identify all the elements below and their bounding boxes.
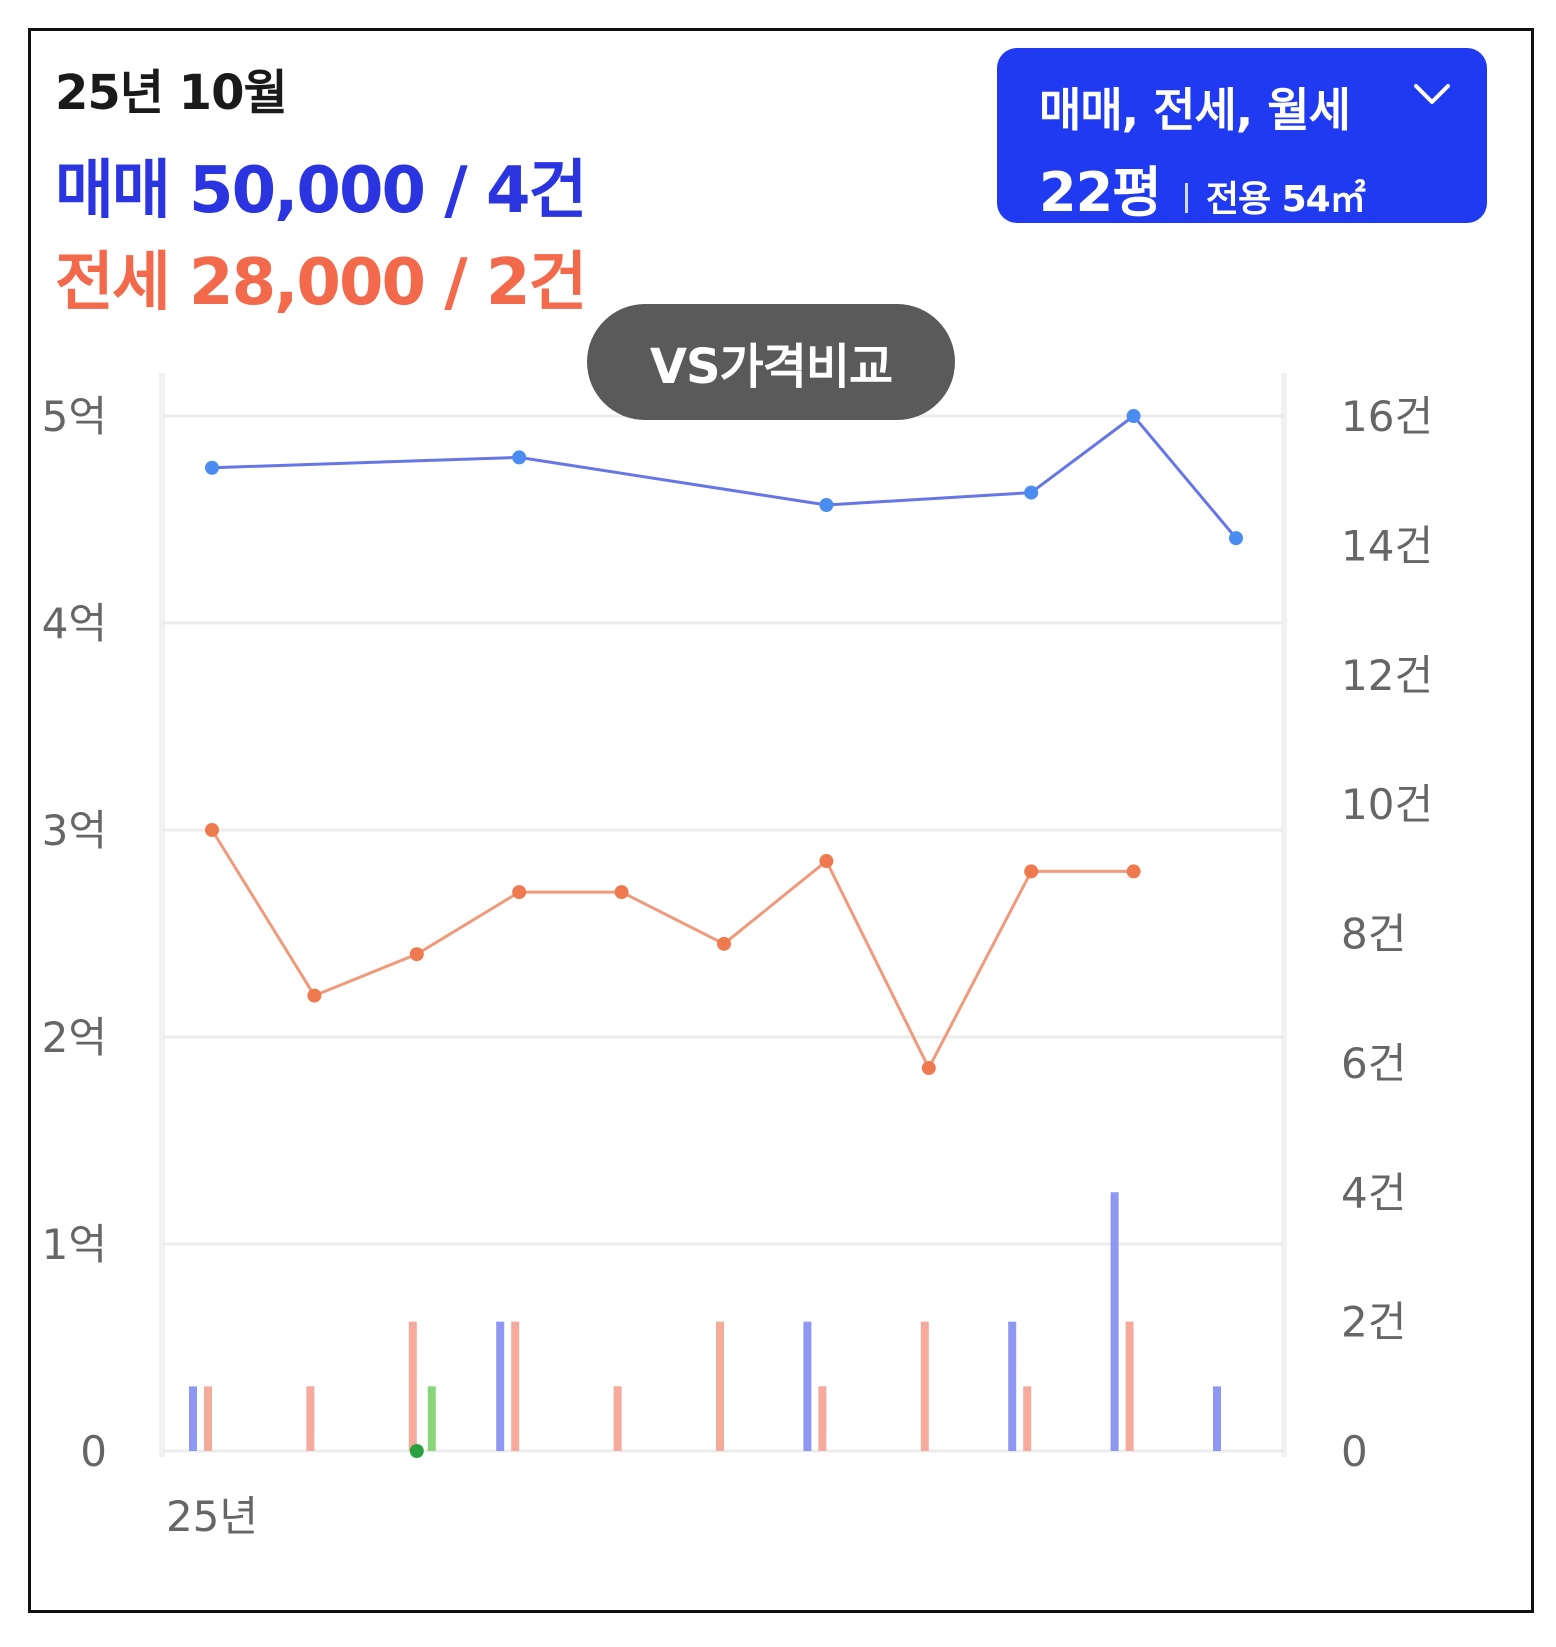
jeonse-price-point: [1024, 864, 1039, 879]
sale-volume-bar: [1008, 1321, 1017, 1451]
pyeong-label: 22평: [1039, 161, 1162, 224]
y-right-tick-label: 16건: [1341, 392, 1433, 441]
period-label: 25년 10월: [55, 65, 288, 121]
size-divider: [1184, 183, 1188, 213]
jeonse-summary: 전세 28,000 / 2건: [55, 246, 587, 320]
y-right-tick-label: 0: [1341, 1427, 1368, 1476]
y-left-tick-label: 0: [80, 1427, 107, 1476]
sale-volume-bar: [496, 1321, 505, 1451]
jeonse-volume-bar: [716, 1321, 724, 1451]
jeonse-volume-bar: [306, 1386, 315, 1451]
y-left-tick-label: 3억: [42, 806, 107, 855]
sale-volume-bar: [189, 1386, 197, 1451]
sale-volume-bar: [1213, 1386, 1221, 1451]
y-right-tick-label: 2건: [1341, 1298, 1406, 1347]
y-right-tick-label: 6건: [1341, 1039, 1406, 1088]
jeonse-volume-bar: [204, 1386, 212, 1451]
deal-types-label: 매매, 전세, 월세: [1039, 83, 1351, 137]
monthly-volume-bar: [427, 1386, 436, 1451]
left-axis-line: [159, 373, 165, 1457]
jeonse-price-point: [307, 988, 322, 1003]
y-right-tick-label: 12건: [1341, 651, 1433, 700]
sale-volume-bar: [803, 1321, 812, 1451]
price-volume-chart: 0 1억 2억 3억 4억 5억 0 2건 4건 6건 8건 10건 12건 14건 16건 25년: [42, 373, 1433, 1541]
monthly-price-point: [409, 1444, 424, 1458]
y-right-tick-label: 4건: [1341, 1168, 1406, 1217]
sale-price-point: [1126, 409, 1141, 423]
chart-card: 25년 10월 매매 50,000 / 4건 전세 28,000 / 2건 매매…: [28, 28, 1534, 1613]
jeonse-price-line: [210, 829, 1134, 1070]
jeonse-volume-bar: [1023, 1386, 1032, 1451]
jeonse-price-point: [512, 885, 527, 900]
jeonse-volume-bar: [613, 1386, 622, 1451]
right-axis-line: [1281, 373, 1287, 1457]
sale-price-line: [211, 414, 1238, 540]
y-left-tick-label: 4억: [42, 599, 107, 648]
sale-price-point: [819, 498, 834, 513]
exclusive-area-label: 전용 54㎡: [1205, 179, 1366, 220]
y-left-tick-label: 5억: [42, 392, 107, 441]
jeonse-price-point: [921, 1061, 936, 1076]
jeonse-volume-bar: [818, 1386, 827, 1451]
sale-summary: 매매 50,000 / 4건: [55, 154, 587, 228]
jeonse-price-point: [717, 936, 731, 951]
vs-price-compare-button[interactable]: VS가격비교: [587, 304, 955, 420]
chevron-down-icon: [1414, 84, 1450, 104]
y-right-tick-label: 10건: [1341, 780, 1433, 829]
jeonse-price-point: [205, 823, 219, 837]
size-row: 22평 전용 54㎡: [1039, 148, 1366, 227]
jeonse-price-point: [614, 885, 629, 900]
y-left-tick-label: 2억: [42, 1013, 107, 1062]
y-left-tick-label: 1억: [42, 1220, 107, 1269]
jeonse-price-point: [819, 854, 834, 869]
jeonse-volume-bar: [1125, 1321, 1134, 1451]
sale-price-point: [1229, 531, 1243, 546]
deal-type-filter-button[interactable]: 매매, 전세, 월세 22평 전용 54㎡: [997, 48, 1487, 224]
sale-volume-bar: [1110, 1192, 1119, 1451]
jeonse-volume-bar: [920, 1321, 929, 1451]
jeonse-volume-bar: [408, 1321, 417, 1451]
jeonse-price-point: [1126, 864, 1141, 879]
x-tick-label: 25년: [166, 1492, 258, 1541]
y-right-tick-label: 8건: [1341, 910, 1406, 959]
sale-price-point: [1024, 485, 1039, 500]
y-right-tick-label: 14건: [1341, 521, 1433, 570]
sale-price-point: [205, 460, 219, 475]
jeonse-price-point: [409, 947, 424, 962]
sale-price-point: [512, 450, 527, 465]
jeonse-volume-bar: [511, 1321, 520, 1451]
